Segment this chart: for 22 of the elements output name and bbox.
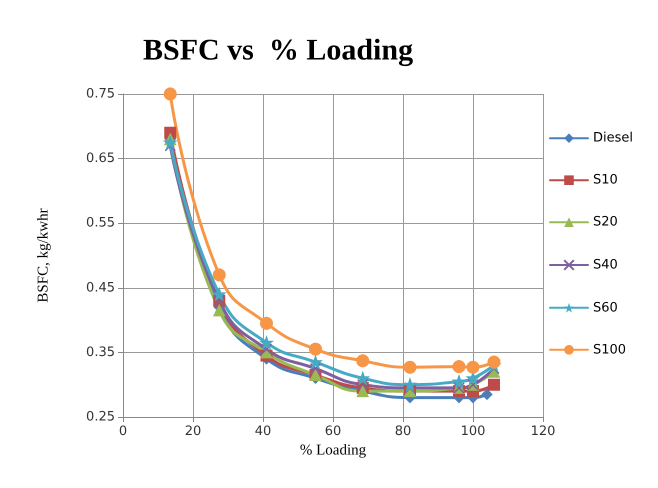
- y-axis-title: BSFC, kg/kwhr: [36, 208, 52, 303]
- y-tick-label: 0.35: [86, 344, 115, 360]
- y-tick-label: 0.45: [86, 280, 115, 296]
- legend-label: S20: [592, 214, 618, 230]
- x-tick-label: 60: [324, 424, 342, 439]
- y-tick-label: 0.25: [86, 410, 115, 424]
- legend-label: S10: [592, 172, 618, 188]
- y-tick-label: 0.75: [86, 86, 115, 102]
- y-tick-label: 0.55: [86, 216, 115, 231]
- x-tick-label: 20: [184, 424, 202, 439]
- x-tick-label: 80: [394, 424, 412, 439]
- x-tick-label: 100: [460, 424, 486, 439]
- legend-label: S100: [592, 342, 626, 358]
- x-axis-title: % Loading: [300, 442, 367, 458]
- x-tick-label: 40: [254, 424, 272, 439]
- legend-label: S40: [592, 258, 618, 272]
- x-tick-label: 0: [118, 424, 128, 439]
- x-tick-label: 120: [530, 424, 556, 439]
- y-tick-label: 0.65: [86, 151, 115, 166]
- legend-label: Diesel: [592, 130, 634, 146]
- chart-title: BSFC vs % Loading: [143, 34, 414, 66]
- legend-label: S60: [592, 300, 618, 316]
